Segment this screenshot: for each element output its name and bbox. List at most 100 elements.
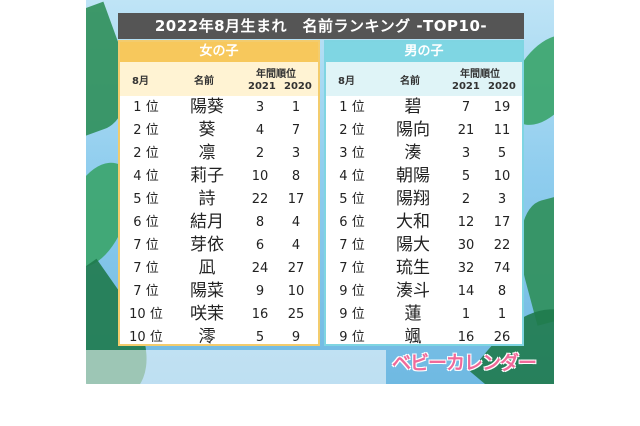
rank-2021-cell: 30 — [457, 238, 475, 253]
rank-2021-cell: 2 — [461, 192, 471, 207]
name-cell: 葵 — [198, 120, 216, 140]
rank-2021-cell: 24 — [251, 261, 269, 276]
rank-cell: 7 位 — [339, 261, 365, 276]
rank-2020-cell: 22 — [493, 238, 511, 253]
name-cell: 澪 — [198, 327, 216, 347]
name-cell: 湊斗 — [396, 281, 430, 301]
rank-2020-cell: 8 — [497, 284, 507, 299]
rank-cell: 9 位 — [339, 307, 365, 322]
name-cell: 碧 — [404, 97, 422, 117]
name-cell: 琉生 — [396, 258, 430, 278]
table-row: 9 位 湊斗 14 8 — [326, 280, 522, 303]
name-cell: 陽葵 — [190, 97, 224, 117]
table-row: 9 位 颯 16 26 — [326, 326, 522, 349]
table-row: 2 位 凛 2 3 — [120, 142, 318, 165]
column-2020: 2020 — [488, 81, 516, 92]
rank-2021-cell: 3 — [461, 146, 471, 161]
rank-2021-cell: 3 — [255, 100, 265, 115]
name-cell: 陽大 — [396, 235, 430, 255]
column-month: 8月 — [132, 76, 149, 87]
rank-2021-cell: 22 — [251, 192, 269, 207]
rank-cell: 2 位 — [339, 123, 365, 138]
rank-2021-cell: 9 — [255, 284, 265, 299]
table-row: 7 位 凪 24 27 — [120, 257, 318, 280]
table-row: 2 位 葵 4 7 — [120, 119, 318, 142]
table-row: 10 位 澪 5 9 — [120, 326, 318, 349]
rank-2020-cell: 7 — [291, 123, 301, 138]
column-2021: 2021 — [248, 81, 276, 92]
name-cell: 咲茉 — [190, 304, 224, 324]
name-cell: 陽菜 — [190, 281, 224, 301]
table-row: 7 位 琉生 32 74 — [326, 257, 522, 280]
rank-cell: 7 位 — [133, 238, 159, 253]
rank-2021-cell: 10 — [251, 169, 269, 184]
rank-2021-cell: 32 — [457, 261, 475, 276]
rank-2020-cell: 19 — [493, 100, 511, 115]
rank-2020-cell: 5 — [497, 146, 507, 161]
rank-2020-cell: 1 — [291, 100, 301, 115]
column-month: 8月 — [338, 76, 355, 87]
table-row: 7 位 陽菜 9 10 — [120, 280, 318, 303]
name-cell: 朝陽 — [396, 166, 430, 186]
rank-cell: 7 位 — [339, 238, 365, 253]
name-cell: 詩 — [198, 189, 216, 209]
column-2020: 2020 — [284, 81, 312, 92]
name-cell: 大和 — [396, 212, 430, 232]
rank-2021-cell: 6 — [255, 238, 265, 253]
rank-2020-cell: 1 — [497, 307, 507, 322]
rank-2020-cell: 8 — [291, 169, 301, 184]
rank-cell: 1 位 — [133, 100, 159, 115]
table-row: 7 位 芽依 6 4 — [120, 234, 318, 257]
page-title: 2022年8月生まれ 名前ランキング -TOP10- — [118, 13, 524, 39]
rank-cell: 3 位 — [339, 146, 365, 161]
rank-cell: 1 位 — [339, 100, 365, 115]
rank-2021-cell: 5 — [461, 169, 471, 184]
table-row: 1 位 陽葵 3 1 — [120, 96, 318, 119]
boys-header: 男の子 — [326, 42, 522, 62]
sand-strip — [86, 350, 386, 384]
rank-2020-cell: 25 — [287, 307, 305, 322]
rank-2021-cell: 16 — [457, 330, 475, 345]
name-cell: 結月 — [190, 212, 224, 232]
table-row: 3 位 湊 3 5 — [326, 142, 522, 165]
rank-2020-cell: 74 — [493, 261, 511, 276]
rank-2021-cell: 16 — [251, 307, 269, 322]
rank-cell: 9 位 — [339, 284, 365, 299]
rank-cell: 4 位 — [133, 169, 159, 184]
rank-cell: 10 位 — [129, 330, 163, 345]
column-2021: 2021 — [452, 81, 480, 92]
name-cell: 芽依 — [190, 235, 224, 255]
rank-2020-cell: 3 — [291, 146, 301, 161]
rank-2020-cell: 17 — [287, 192, 305, 207]
boys-column-header: 8月 名前 年間順位 2021 2020 — [326, 62, 522, 96]
rank-2021-cell: 12 — [457, 215, 475, 230]
girls-header: 女の子 — [120, 42, 318, 62]
column-rank-group: 年間順位 — [460, 69, 500, 80]
rank-2021-cell: 8 — [255, 215, 265, 230]
table-row: 4 位 莉子 10 8 — [120, 165, 318, 188]
rank-cell: 10 位 — [129, 307, 163, 322]
name-cell: 凪 — [198, 258, 216, 278]
column-name: 名前 — [194, 76, 214, 87]
table-row: 10 位 咲茉 16 25 — [120, 303, 318, 326]
rank-2020-cell: 27 — [287, 261, 305, 276]
baby-calendar-logo: ベビーカレンダー — [392, 352, 537, 374]
rank-2021-cell: 2 — [255, 146, 265, 161]
rank-2020-cell: 4 — [291, 215, 301, 230]
rank-2021-cell: 21 — [457, 123, 475, 138]
rank-cell: 2 位 — [133, 123, 159, 138]
table-row: 9 位 蓮 1 1 — [326, 303, 522, 326]
rank-2020-cell: 10 — [493, 169, 511, 184]
name-cell: 凛 — [198, 143, 216, 163]
name-cell: 莉子 — [190, 166, 224, 186]
table-row: 2 位 陽向 21 11 — [326, 119, 522, 142]
rank-2020-cell: 3 — [497, 192, 507, 207]
rank-2020-cell: 4 — [291, 238, 301, 253]
name-cell: 蓮 — [404, 304, 422, 324]
column-rank-group: 年間順位 — [256, 69, 296, 80]
table-row: 1 位 碧 7 19 — [326, 96, 522, 119]
rank-cell: 7 位 — [133, 284, 159, 299]
boys-ranking-panel: 男の子 8月 名前 年間順位 2021 2020 1 位碧 7 19 2 位陽向 21 1… — [324, 40, 524, 349]
